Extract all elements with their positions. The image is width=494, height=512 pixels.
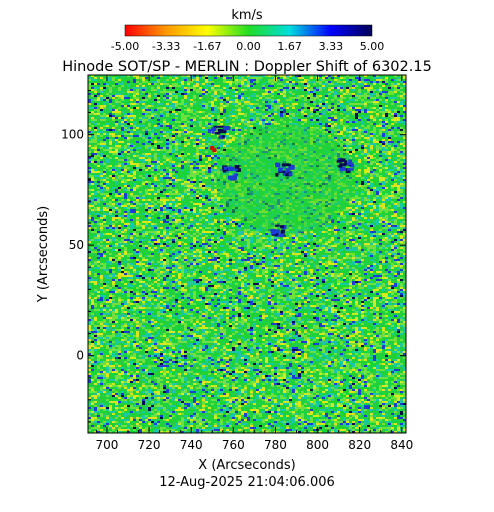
blueshift-patch xyxy=(279,233,284,238)
colorbar-tick-label: -3.33 xyxy=(152,40,180,53)
blueshift-patch xyxy=(211,130,215,134)
blueshift-patch xyxy=(281,224,287,230)
blueshift-patch xyxy=(340,158,346,163)
colorbar-unit-label: km/s xyxy=(231,8,263,23)
blueshift-patch xyxy=(217,128,223,132)
blueshift-patch xyxy=(288,172,292,176)
redshift-spot xyxy=(210,145,215,150)
colorbar-tick-label: 3.33 xyxy=(319,40,344,53)
blueshift-patch xyxy=(227,175,233,180)
x-tick-label: 840 xyxy=(390,438,413,452)
chart-title: Hinode SOT/SP - MERLIN : Doppler Shift o… xyxy=(62,59,432,75)
blueshift-patch xyxy=(336,159,342,163)
blueshift-patch xyxy=(270,228,276,234)
blueshift-patch xyxy=(284,163,291,167)
x-tick-label: 720 xyxy=(138,438,161,452)
x-tick-label: 700 xyxy=(96,438,119,452)
colorbar-tick-label: -5.00 xyxy=(111,40,139,53)
blueshift-patch xyxy=(288,164,295,170)
blueshift-patch xyxy=(282,171,288,176)
blueshift-patch xyxy=(219,129,227,134)
blueshift-patch xyxy=(218,125,225,128)
doppler-features xyxy=(210,123,356,238)
blueshift-patch xyxy=(221,135,226,138)
blueshift-patch xyxy=(233,173,239,177)
x-tick-label: 820 xyxy=(348,438,371,452)
blueshift-patch xyxy=(228,166,235,171)
blueshift-patch xyxy=(280,229,285,234)
blueshift-patch xyxy=(275,172,279,177)
x-tick-label: 800 xyxy=(306,438,329,452)
blueshift-patch xyxy=(234,168,238,171)
colorbar-tick-label: 1.67 xyxy=(277,40,302,53)
plot-frame xyxy=(87,74,407,434)
blueshift-patch xyxy=(215,132,221,135)
redshift-spot xyxy=(212,148,217,153)
blueshift-patch xyxy=(279,225,285,229)
blueshift-patch xyxy=(223,127,228,131)
y-axis-label: Y (Arcseconds) xyxy=(36,206,51,303)
blueshift-patch xyxy=(231,175,237,180)
blueshift-patch xyxy=(278,170,286,173)
y-axis-ticks: 0 50 100 xyxy=(61,89,406,423)
blueshift-patch xyxy=(349,163,355,168)
colorbar xyxy=(124,24,373,37)
blueshift-patch xyxy=(346,168,354,171)
blueshift-patch xyxy=(339,163,347,167)
blueshift-patch xyxy=(275,162,281,168)
blueshift-patch xyxy=(275,229,280,234)
blueshift-patch xyxy=(278,167,283,172)
y-tick-label: 100 xyxy=(61,128,84,142)
blueshift-patch xyxy=(285,173,291,177)
blueshift-patch xyxy=(344,160,348,165)
x-axis-ticks: 700 720 740 760 780 800 820 840 xyxy=(96,75,413,452)
blueshift-patch xyxy=(281,163,286,167)
x-tick-label: 760 xyxy=(222,438,245,452)
blueshift-patch xyxy=(339,166,346,171)
x-axis-label: X (Arcseconds) xyxy=(198,458,295,473)
blueshift-patch xyxy=(348,159,353,164)
blueshift-patch xyxy=(285,168,290,173)
blueshift-patch xyxy=(235,168,241,172)
x-tick-label: 740 xyxy=(180,438,203,452)
quiet-region xyxy=(215,123,356,234)
colorbar-tick-label: 0.00 xyxy=(236,40,261,53)
blueshift-patch xyxy=(212,128,217,131)
blueshift-patch xyxy=(223,166,228,170)
blueshift-patch xyxy=(234,165,240,170)
blueshift-patch xyxy=(338,164,343,168)
y-tick-label: 0 xyxy=(76,349,84,363)
blueshift-patch xyxy=(213,125,219,128)
colorbar-tick-label: 5.00 xyxy=(360,40,385,53)
blueshift-patch xyxy=(274,224,280,227)
colorbar-tick-labels: -5.00 -3.33 -1.67 0.00 1.67 3.33 5.00 xyxy=(111,40,384,53)
colorbar-tick-label: -1.67 xyxy=(193,40,221,53)
x-tick-label: 780 xyxy=(264,438,287,452)
y-tick-label: 50 xyxy=(69,238,84,252)
timestamp-footer: 12-Aug-2025 21:04:06.006 xyxy=(159,475,335,490)
